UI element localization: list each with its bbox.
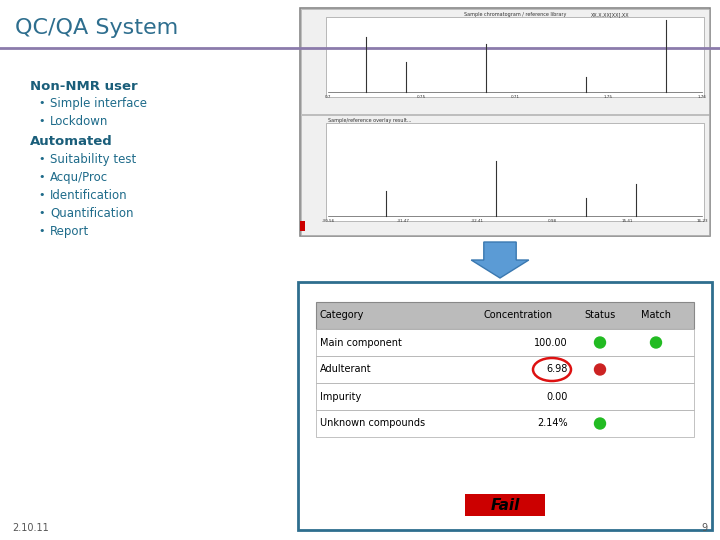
Text: •: • <box>38 116 45 126</box>
Text: Lockdown: Lockdown <box>50 115 109 128</box>
Text: 0.98: 0.98 <box>548 219 557 223</box>
Text: -30.56: -30.56 <box>321 219 335 223</box>
Text: 9: 9 <box>702 523 708 533</box>
Circle shape <box>650 337 662 348</box>
Bar <box>300 221 305 231</box>
Text: •: • <box>38 208 45 218</box>
Bar <box>326 123 704 221</box>
Text: 100.00: 100.00 <box>534 338 568 348</box>
Text: Adulterant: Adulterant <box>320 364 372 375</box>
Text: 6.98: 6.98 <box>546 364 568 375</box>
Text: •: • <box>38 154 45 164</box>
Text: 0.7: 0.7 <box>325 95 331 99</box>
Text: Simple interface: Simple interface <box>50 97 147 110</box>
Bar <box>326 17 704 97</box>
Text: Identification: Identification <box>50 189 127 202</box>
Bar <box>316 410 694 437</box>
Text: •: • <box>38 226 45 236</box>
Text: Automated: Automated <box>30 135 113 148</box>
Text: 0.71: 0.71 <box>510 95 520 99</box>
Text: Acqu/Proc: Acqu/Proc <box>50 171 108 184</box>
Bar <box>298 282 712 530</box>
Text: 2.14%: 2.14% <box>537 418 568 429</box>
Text: 16.23: 16.23 <box>696 219 708 223</box>
Circle shape <box>595 418 606 429</box>
Bar <box>301 115 709 235</box>
Text: Fail: Fail <box>490 497 520 512</box>
Text: 15.41: 15.41 <box>621 219 633 223</box>
Text: -32.41: -32.41 <box>471 219 484 223</box>
Circle shape <box>595 337 606 348</box>
Bar <box>316 302 694 329</box>
Text: Concentration: Concentration <box>483 310 552 321</box>
Text: Status: Status <box>585 310 616 321</box>
Text: QC/QA System: QC/QA System <box>15 18 179 38</box>
Text: •: • <box>38 172 45 182</box>
Text: Match: Match <box>641 310 671 321</box>
Bar <box>301 9 709 114</box>
Text: Sample/reference overlay result...: Sample/reference overlay result... <box>328 118 411 123</box>
Bar <box>316 356 694 383</box>
Text: 1.76: 1.76 <box>698 95 706 99</box>
Text: Category: Category <box>320 310 364 321</box>
Bar <box>316 383 694 410</box>
Text: 1.75: 1.75 <box>604 95 613 99</box>
Text: 0.00: 0.00 <box>546 392 568 402</box>
Bar <box>300 8 710 236</box>
Text: •: • <box>38 98 45 108</box>
Text: 2.10.11: 2.10.11 <box>12 523 49 533</box>
Text: Sample chromatogram / reference library: Sample chromatogram / reference library <box>464 12 566 17</box>
Text: Quantification: Quantification <box>50 207 133 220</box>
Bar <box>316 329 694 356</box>
Text: 0.75: 0.75 <box>417 95 426 99</box>
Text: Report: Report <box>50 225 89 238</box>
Polygon shape <box>471 242 528 278</box>
Text: XX.X.XX[XX].XX: XX.X.XX[XX].XX <box>590 12 629 17</box>
Text: Unknown compounds: Unknown compounds <box>320 418 425 429</box>
Text: Non-NMR user: Non-NMR user <box>30 80 138 93</box>
Text: •: • <box>38 190 45 200</box>
Text: -31.47: -31.47 <box>396 219 409 223</box>
Text: Main component: Main component <box>320 338 402 348</box>
Bar <box>465 494 545 516</box>
Circle shape <box>595 364 606 375</box>
Text: Suitability test: Suitability test <box>50 153 136 166</box>
Text: Impurity: Impurity <box>320 392 361 402</box>
